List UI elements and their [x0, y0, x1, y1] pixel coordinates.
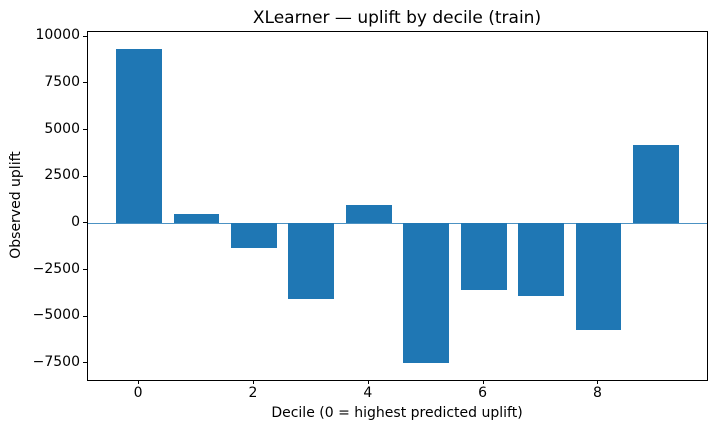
y-tick-mark: [83, 269, 87, 271]
x-tick-label: 6: [478, 385, 488, 401]
bar-decile-8: [575, 223, 622, 330]
x-tick-mark: [252, 380, 254, 384]
bar-decile-1: [173, 214, 220, 224]
y-tick-mark: [83, 222, 87, 224]
y-tick-label: −2500: [32, 260, 80, 277]
bar-decile-5: [403, 223, 450, 364]
x-axis-label: Decile (0 = highest predicted uplift): [271, 405, 523, 421]
y-tick-label: −7500: [32, 353, 80, 370]
y-tick-mark: [83, 82, 87, 84]
y-tick-label: −5000: [32, 307, 80, 324]
x-tick-label: 2: [248, 385, 258, 401]
y-tick-mark: [83, 175, 87, 177]
y-tick-mark: [83, 315, 87, 317]
y-tick-label: 10000: [35, 27, 80, 44]
x-tick-mark: [367, 380, 369, 384]
bar-decile-3: [288, 223, 335, 300]
bar-decile-7: [518, 223, 564, 296]
x-tick-mark: [597, 380, 599, 384]
y-tick-label: 0: [71, 213, 80, 230]
x-tick-label: 0: [133, 385, 143, 401]
zero-reference-line: [88, 222, 707, 225]
y-tick-label: 7500: [44, 73, 80, 90]
bar-decile-9: [632, 145, 679, 224]
bar-decile-0: [116, 48, 163, 224]
x-tick-mark: [138, 380, 140, 384]
x-tick-mark: [482, 380, 484, 384]
x-tick-label: 8: [593, 385, 602, 401]
y-tick-mark: [83, 362, 87, 364]
bar-decile-4: [345, 204, 392, 224]
x-tick-label: 4: [363, 385, 373, 401]
bar-decile-2: [230, 223, 277, 249]
y-tick-label: 5000: [44, 120, 80, 137]
bar-decile-6: [460, 223, 507, 291]
y-tick-mark: [83, 129, 87, 131]
chart-title: XLearner — uplift by decile (train): [252, 8, 542, 28]
plot-area: [87, 31, 708, 381]
y-tick-mark: [83, 35, 87, 37]
y-tick-label: 2500: [44, 167, 80, 184]
